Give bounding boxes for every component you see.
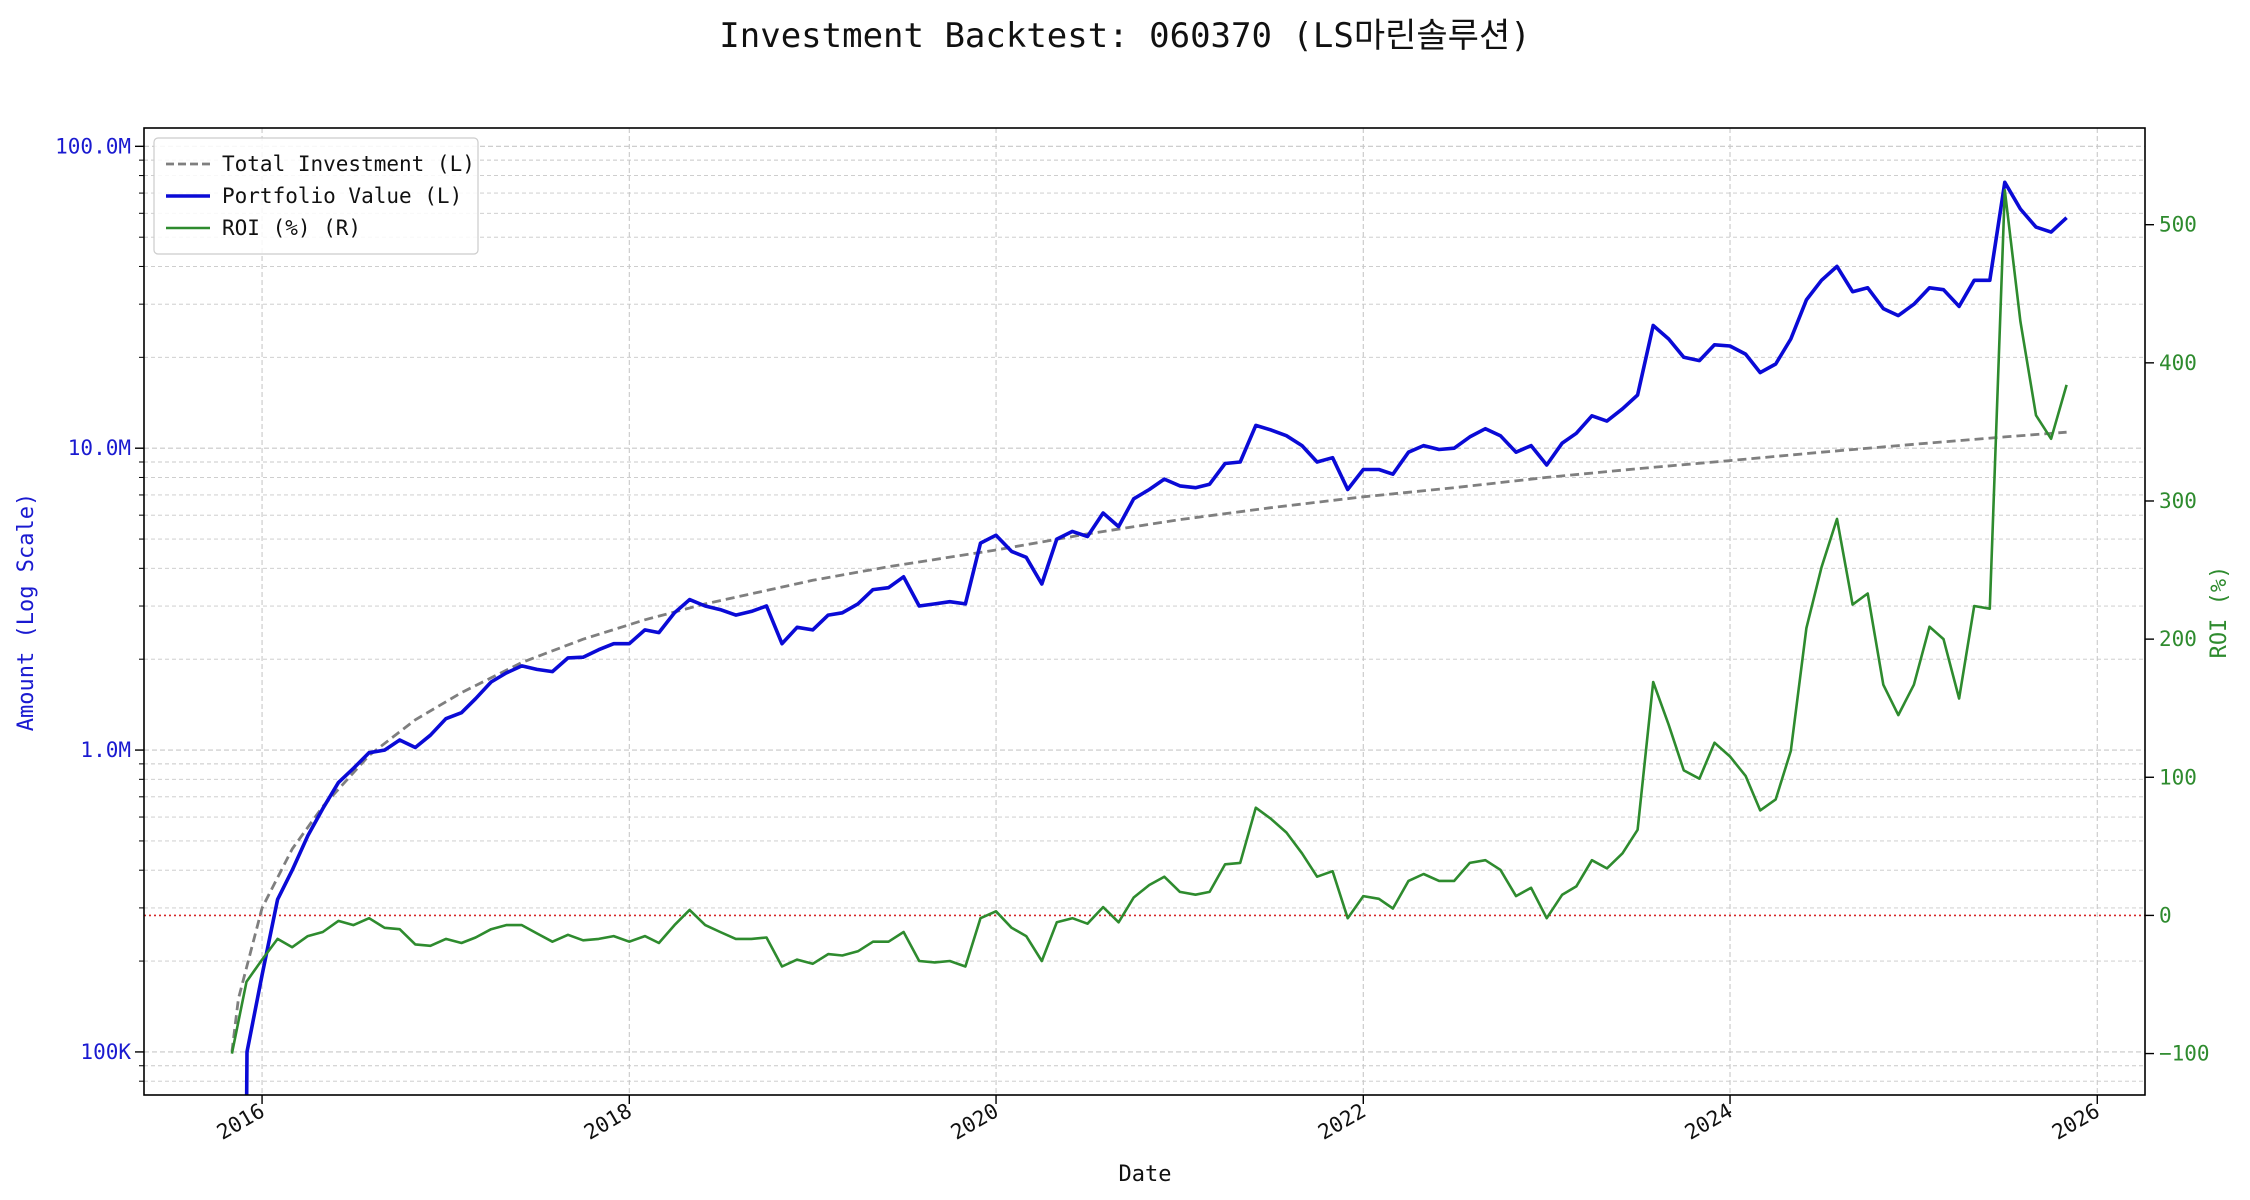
- total-investment-line: [230, 430, 2067, 1053]
- x-tick-label: 2018: [580, 1099, 636, 1145]
- x-axis-label: Date: [1119, 1162, 1172, 1187]
- chart-title: Investment Backtest: 060370 (LS마린솔루션): [719, 16, 1530, 56]
- legend-label: Total Investment (L): [222, 152, 475, 176]
- y-right-tick-label: 100: [2159, 765, 2197, 789]
- legend: Total Investment (L) Portfolio Value (L) R…: [153, 137, 479, 255]
- portfolio-value-line: [244, 180, 2068, 1095]
- x-tick-label: 2024: [1681, 1099, 1737, 1145]
- grid: [144, 128, 2145, 1095]
- y-right-tick-label: 400: [2159, 351, 2197, 375]
- x-tick-label: 2020: [947, 1099, 1003, 1145]
- y-right-tick-label: 300: [2159, 489, 2197, 513]
- legend-label: ROI (%) (R): [222, 216, 361, 240]
- y-axis-left-label: Amount (Log Scale): [14, 493, 39, 731]
- y-right-tick-label: −100: [2159, 1042, 2210, 1066]
- y-left-tick-label: 100K: [80, 1040, 131, 1064]
- legend-box: [153, 137, 479, 255]
- y-left-tick-label: 100.0M: [55, 134, 131, 158]
- x-tick-label: 2022: [1314, 1099, 1370, 1145]
- y-left-tick-label: 10.0M: [68, 436, 131, 460]
- y-right-tick-label: 500: [2159, 213, 2197, 237]
- x-tick-label: 2016: [213, 1099, 269, 1145]
- legend-label: Portfolio Value (L): [222, 184, 462, 208]
- x-tick-label: 2026: [2048, 1099, 2104, 1145]
- plot-frame: [143, 127, 2146, 1096]
- series-layer: [230, 180, 2068, 1095]
- y-right-tick-label: 200: [2159, 627, 2197, 651]
- y-right-tick-label: 0: [2159, 903, 2172, 927]
- y-left-tick-label: 1.0M: [80, 738, 131, 762]
- axes: 100K 1.0M 10.0M 100.0M −100 0 100 200 300 400 500 2…: [55, 134, 2209, 1144]
- y-axis-right-label: ROI (%): [2207, 566, 2232, 659]
- roi-line: [230, 188, 2068, 1054]
